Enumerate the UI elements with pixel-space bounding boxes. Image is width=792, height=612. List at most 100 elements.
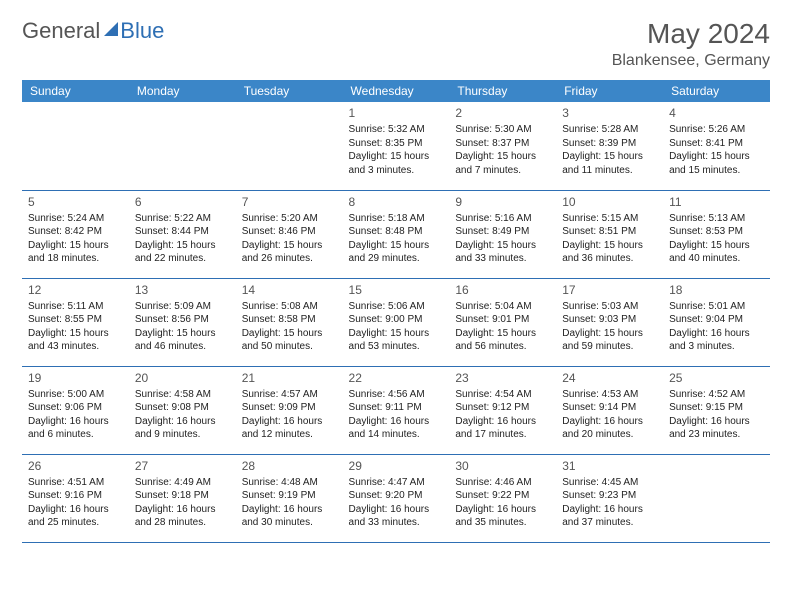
sunset-line: Sunset: 9:14 PM [562,401,657,415]
logo-triangle-icon [104,22,118,36]
calendar-empty-cell [129,102,236,190]
sunrise-line: Sunrise: 5:32 AM [349,123,444,137]
daylight-line: Daylight: 16 hours and 20 minutes. [562,415,657,442]
logo-text-general: General [22,18,100,44]
day-number: 28 [242,458,337,474]
sunrise-line: Sunrise: 5:15 AM [562,212,657,226]
calendar-column-header: Thursday [449,80,556,102]
daylight-line: Daylight: 15 hours and 11 minutes. [562,150,657,177]
day-number: 23 [455,370,550,386]
calendar-empty-cell [236,102,343,190]
calendar-column-header: Tuesday [236,80,343,102]
calendar-day-cell: 19Sunrise: 5:00 AMSunset: 9:06 PMDayligh… [22,366,129,454]
calendar-week-row: 1 Sunrise: 5:32 AMSunset: 8:35 PM Daylight… [22,102,770,190]
sunrise-line: Sunrise: 5:06 AM [349,300,444,314]
calendar-day-cell: 16Sunrise: 5:04 AMSunset: 9:01 PMDayligh… [449,278,556,366]
sunrise-line: Sunrise: 5:00 AM [28,388,123,402]
calendar-column-header: Monday [129,80,236,102]
day-number: 3 [562,105,657,121]
sunrise-line: Sunrise: 5:18 AM [349,212,444,226]
sunrise-line: Sunrise: 4:57 AM [242,388,337,402]
day-number: 19 [28,370,123,386]
day-number: 20 [135,370,230,386]
daylight-line: Daylight: 16 hours and 3 minutes. [669,327,764,354]
sunset-line: Sunset: 8:35 PM [349,137,444,151]
sunset-line: Sunset: 9:12 PM [455,401,550,415]
calendar-day-cell: 1Sunrise: 5:32 AMSunset: 8:35 PMDaylight… [343,102,450,190]
calendar-table: SundayMondayTuesdayWednesdayThursdayFrid… [22,80,770,543]
sunset-line: Sunset: 9:06 PM [28,401,123,415]
daylight-line: Daylight: 16 hours and 14 minutes. [349,415,444,442]
daylight-line: Daylight: 16 hours and 30 minutes. [242,503,337,530]
calendar-day-cell: 23 Sunrise: 4:54 AMSunset: 9:12 PMDayligh… [449,366,556,454]
calendar-week-row: 19 Sunrise: 5:00 AMSunset: 9:06 PM Dayligh… [22,366,770,454]
sunrise-line: Sunrise: 4:58 AM [135,388,230,402]
calendar-body: 1 Sunrise: 5:32 AMSunset: 8:35 PM Daylight… [22,102,770,542]
sunset-line: Sunset: 8:58 PM [242,313,337,327]
day-number: 21 [242,370,337,386]
sunset-line: Sunset: 9:15 PM [669,401,764,415]
sunrise-line: Sunrise: 4:47 AM [349,476,444,490]
calendar-day-cell: 5Sunrise: 5:24 AMSunset: 8:42 PMDaylight… [22,190,129,278]
calendar-day-cell: 7Sunrise: 5:20 AMSunset: 8:46 PMDaylight… [236,190,343,278]
daylight-line: Daylight: 15 hours and 26 minutes. [242,239,337,266]
day-number: 18 [669,282,764,298]
day-number: 24 [562,370,657,386]
day-number: 25 [669,370,764,386]
calendar-week-row: 5Sunrise: 5:24 AMSunset: 8:42 PMDaylight… [22,190,770,278]
calendar-empty-cell [663,454,770,542]
daylight-line: Daylight: 15 hours and 56 minutes. [455,327,550,354]
sunset-line: Sunset: 8:55 PM [28,313,123,327]
sunrise-line: Sunrise: 4:54 AM [455,388,550,402]
sunrise-line: Sunrise: 5:01 AM [669,300,764,314]
daylight-line: Daylight: 16 hours and 17 minutes. [455,415,550,442]
sunrise-line: Sunrise: 5:04 AM [455,300,550,314]
calendar-empty-cell [22,102,129,190]
daylight-line: Daylight: 15 hours and 33 minutes. [455,239,550,266]
sunset-line: Sunset: 9:23 PM [562,489,657,503]
calendar-week-row: 26Sunrise: 4:51 AMSunset: 9:16 PMDayligh… [22,454,770,542]
daylight-line: Daylight: 16 hours and 28 minutes. [135,503,230,530]
logo: General Blue [22,18,164,44]
day-number: 6 [135,194,230,210]
sunset-line: Sunset: 8:53 PM [669,225,764,239]
day-number: 29 [349,458,444,474]
sunset-line: Sunset: 9:22 PM [455,489,550,503]
sunrise-line: Sunrise: 4:45 AM [562,476,657,490]
sunset-line: Sunset: 9:11 PM [349,401,444,415]
calendar-day-cell: 22Sunrise: 4:56 AMSunset: 9:11 PMDayligh… [343,366,450,454]
sunset-line: Sunset: 9:20 PM [349,489,444,503]
day-number: 5 [28,194,123,210]
title-block: May 2024 Blankensee, Germany [612,18,770,70]
calendar-day-cell: 20Sunrise: 4:58 AMSunset: 9:08 PMDayligh… [129,366,236,454]
day-number: 27 [135,458,230,474]
day-number: 7 [242,194,337,210]
sunrise-line: Sunrise: 5:26 AM [669,123,764,137]
sunset-line: Sunset: 9:08 PM [135,401,230,415]
day-number: 1 [349,105,444,121]
day-number: 22 [349,370,444,386]
sunrise-line: Sunrise: 4:53 AM [562,388,657,402]
day-number: 14 [242,282,337,298]
page-title: May 2024 [612,18,770,50]
daylight-line: Daylight: 15 hours and 36 minutes. [562,239,657,266]
sunset-line: Sunset: 9:09 PM [242,401,337,415]
daylight-line: Daylight: 15 hours and 29 minutes. [349,239,444,266]
calendar-day-cell: 30Sunrise: 4:46 AMSunset: 9:22 PMDayligh… [449,454,556,542]
daylight-line: Daylight: 16 hours and 37 minutes. [562,503,657,530]
sunset-line: Sunset: 8:49 PM [455,225,550,239]
sunset-line: Sunset: 8:48 PM [349,225,444,239]
calendar-day-cell: 4Sunrise: 5:26 AMSunset: 8:41 PMDaylight… [663,102,770,190]
day-number: 4 [669,105,764,121]
sunrise-line: Sunrise: 5:30 AM [455,123,550,137]
calendar-day-cell: 6Sunrise: 5:22 AMSunset: 8:44 PMDaylight… [129,190,236,278]
calendar-day-cell: 31Sunrise: 4:45 AMSunset: 9:23 PMDayligh… [556,454,663,542]
calendar-head-row: SundayMondayTuesdayWednesdayThursdayFrid… [22,80,770,102]
calendar-day-cell: 14Sunrise: 5:08 AMSunset: 8:58 PMDayligh… [236,278,343,366]
day-number: 16 [455,282,550,298]
calendar-day-cell: 29Sunrise: 4:47 AMSunset: 9:20 PMDayligh… [343,454,450,542]
calendar-day-cell: 11Sunrise: 5:13 AMSunset: 8:53 PMDayligh… [663,190,770,278]
sunset-line: Sunset: 8:46 PM [242,225,337,239]
sunset-line: Sunset: 9:03 PM [562,313,657,327]
sunrise-line: Sunrise: 5:28 AM [562,123,657,137]
